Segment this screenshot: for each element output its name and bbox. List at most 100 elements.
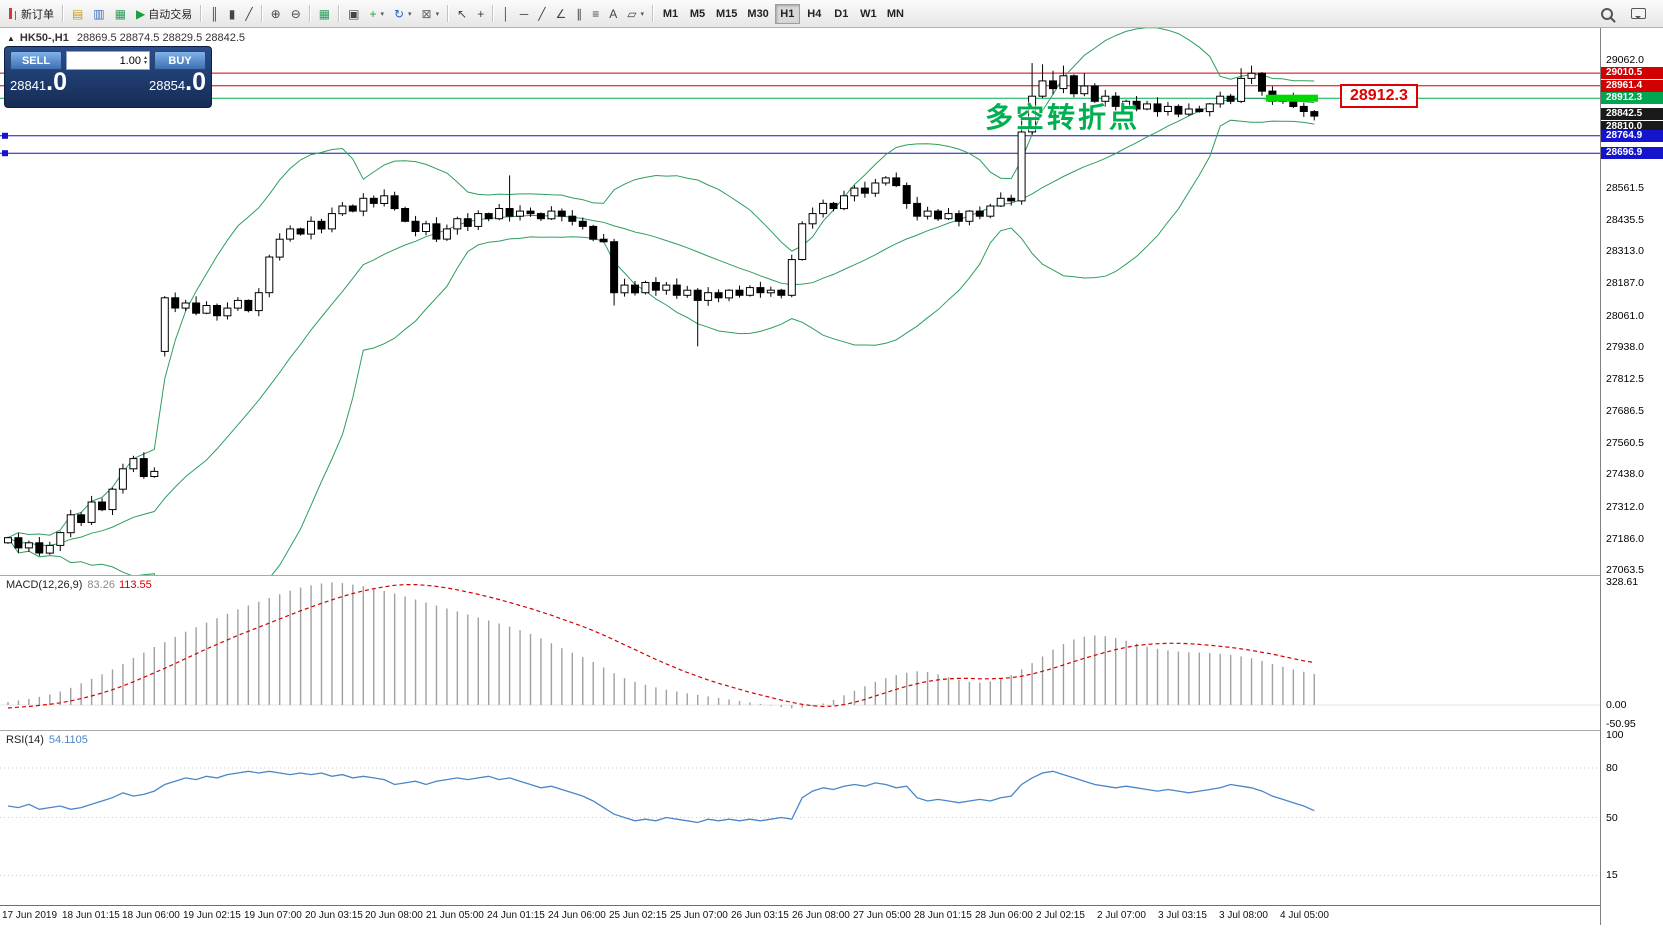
- toolbar: 新订单 ▤ ▥ ▦ ▶ 自动交易 ║ ▮ ╱ ⊕ ⊖ ▦ ▣ + ▾ ↻ ▾ ⊠ ▾ ↖ + │ ─ ╱ ∠ ∥ ≡ A ▱ ▾ M1 M5 M…: [0, 0, 1663, 28]
- channel-button[interactable]: ∥: [571, 3, 587, 25]
- zoom-in-button[interactable]: ⊕: [266, 3, 286, 25]
- tf-m1-button[interactable]: M1: [658, 4, 683, 24]
- autotrading-icon: ▶: [136, 6, 146, 21]
- sell-price-pips: .0: [46, 68, 68, 96]
- vertical-line-button[interactable]: │: [497, 3, 515, 25]
- tf-m30-button-label: M30: [747, 7, 769, 20]
- macd-panel[interactable]: [0, 575, 1600, 730]
- text-label-button[interactable]: A: [604, 3, 622, 25]
- sell-price[interactable]: 28841.0: [10, 70, 67, 95]
- time-axis-label: 24 Jun 06:00: [548, 910, 606, 921]
- price-chart[interactable]: [0, 28, 1600, 575]
- profiles-icon-button[interactable]: ▥: [88, 3, 109, 25]
- shapes-icon: ▱: [627, 6, 637, 21]
- tf-m30-button[interactable]: M30: [743, 4, 772, 24]
- trendline-button[interactable]: ╱: [533, 3, 550, 25]
- volume-up-icon[interactable]: ▴: [143, 54, 147, 61]
- tf-m5-button-label: M5: [689, 7, 706, 20]
- tf-mn-button[interactable]: MN: [883, 4, 908, 24]
- chevron-down-icon: ▾: [408, 10, 412, 18]
- tile-windows-button[interactable]: ▦: [314, 3, 335, 25]
- turning-point-annotation[interactable]: 多空转折点: [985, 102, 1141, 133]
- symbol-label: HK50-,H1: [19, 32, 69, 44]
- tf-mn-button-label: MN: [886, 7, 904, 20]
- search-icon-button[interactable]: [1596, 3, 1618, 25]
- line-chart-icon-button[interactable]: ╱: [240, 3, 257, 25]
- price-axis[interactable]: 29062.0 28561.5 28435.5 28313.0 28187.0 28061…: [1600, 28, 1663, 925]
- panel-separator[interactable]: [0, 575, 1663, 576]
- zoom-out-button[interactable]: ⊖: [286, 3, 306, 25]
- candlestick-chart-icon-icon: ▮: [228, 6, 236, 21]
- buy-price-pips: .0: [185, 68, 206, 96]
- tf-m5-button[interactable]: M5: [685, 4, 710, 24]
- support-zone-bar[interactable]: [1266, 94, 1318, 102]
- cursor-button[interactable]: ↖: [452, 3, 472, 25]
- charts-icon-button[interactable]: ▤: [67, 3, 88, 25]
- rsi-panel[interactable]: [0, 730, 1600, 905]
- toolbar-separator: [652, 5, 654, 22]
- data-window-icon-button[interactable]: ▦: [110, 3, 131, 25]
- macd-signal-line: [7, 584, 1315, 709]
- rsi-axis-label: 50: [1606, 811, 1618, 824]
- zoom-in-icon: ⊕: [270, 6, 281, 21]
- time-axis-label: 24 Jun 01:15: [487, 910, 545, 921]
- new-order-button-label: 新订单: [21, 8, 54, 21]
- zoom-out-icon: ⊖: [290, 6, 301, 21]
- sell-button[interactable]: SELL: [10, 51, 62, 70]
- buy-price-main: 28854: [148, 78, 186, 93]
- volume-field[interactable]: 1.00 ▴ ▾: [66, 51, 150, 70]
- tf-d1-button-label: D1: [834, 7, 849, 20]
- price-axis-tick: 27938.0: [1606, 340, 1644, 353]
- horizontal-level-lines[interactable]: [0, 72, 1600, 157]
- navigator-button[interactable]: ↻ ▾: [389, 3, 417, 25]
- price-axis-tick: 28061.0: [1606, 309, 1644, 322]
- tf-h1-button[interactable]: H1: [774, 3, 800, 24]
- volume-spinner[interactable]: ▴ ▾: [143, 54, 147, 66]
- new-order-button[interactable]: 新订单: [4, 3, 59, 25]
- chat-icon-button[interactable]: [1626, 3, 1651, 25]
- autotrading-button[interactable]: ▶ 自动交易: [131, 3, 197, 25]
- horizontal-line-button[interactable]: ─: [515, 3, 534, 25]
- arrange-windows-button[interactable]: ▣: [343, 3, 364, 25]
- tf-m15-button-label: M15: [716, 7, 738, 20]
- time-axis-label: 18 Jun 01:15: [62, 910, 120, 921]
- collapse-panel-icon[interactable]: ▲: [7, 34, 15, 43]
- trendline-icon: ╱: [538, 6, 546, 21]
- chevron-down-icon: ▾: [640, 10, 644, 18]
- one-click-trading-panel: SELL 1.00 ▴ ▾ BUY 28841.0 28854.0: [4, 46, 212, 108]
- price-callout-label[interactable]: 28912.3: [1340, 84, 1418, 108]
- tf-w1-button[interactable]: W1: [856, 4, 881, 24]
- toolbar-separator: [200, 5, 203, 22]
- mail-button[interactable]: ⊠ ▾: [417, 3, 445, 25]
- price-axis-tick: 29062.0: [1606, 54, 1644, 66]
- bar-chart-icon-button[interactable]: ║: [205, 3, 224, 25]
- tf-h4-button[interactable]: H4: [802, 4, 827, 24]
- time-axis-label: 17 Jun 2019: [2, 910, 58, 921]
- fibonacci-button[interactable]: ≡: [587, 3, 604, 25]
- angle-line-button[interactable]: ∠: [550, 3, 571, 25]
- candlestick-chart-icon-button[interactable]: ▮: [224, 3, 241, 25]
- toolbar-right-group: [1596, 3, 1659, 25]
- tf-m15-button[interactable]: M15: [712, 4, 741, 24]
- tf-h4-button-label: H4: [807, 7, 822, 20]
- shapes-button[interactable]: ▱ ▾: [622, 3, 649, 25]
- macd-main-value: 83.26: [87, 579, 115, 591]
- insert-group: ▣ + ▾ ↻ ▾ ⊠ ▾: [343, 0, 444, 27]
- data-window-icon-icon: ▦: [114, 6, 127, 21]
- tf-d1-button[interactable]: D1: [829, 4, 854, 24]
- crosshair-button[interactable]: +: [472, 3, 489, 25]
- volume-down-icon[interactable]: ▾: [143, 59, 147, 66]
- time-axis-label: 3 Jul 08:00: [1219, 910, 1268, 921]
- new-order-icon: [9, 8, 12, 19]
- arrange-windows-icon: ▣: [348, 6, 360, 21]
- navigator-icon: ↻: [393, 6, 405, 21]
- charts-icon-icon: ▤: [72, 6, 84, 21]
- buy-button[interactable]: BUY: [154, 51, 206, 70]
- panel-separator[interactable]: [0, 730, 1663, 731]
- zoom-group: ⊕ ⊖: [266, 0, 306, 27]
- time-axis-label: 26 Jun 08:00: [792, 910, 850, 921]
- add-indicator-button[interactable]: + ▾: [364, 3, 389, 25]
- volume-value[interactable]: 1.00: [119, 54, 141, 67]
- time-axis[interactable]: 17 Jun 2019 18 Jun 01:15 18 Jun 06:00 19 Ju…: [0, 905, 1600, 926]
- buy-price[interactable]: 28854.0: [149, 70, 206, 95]
